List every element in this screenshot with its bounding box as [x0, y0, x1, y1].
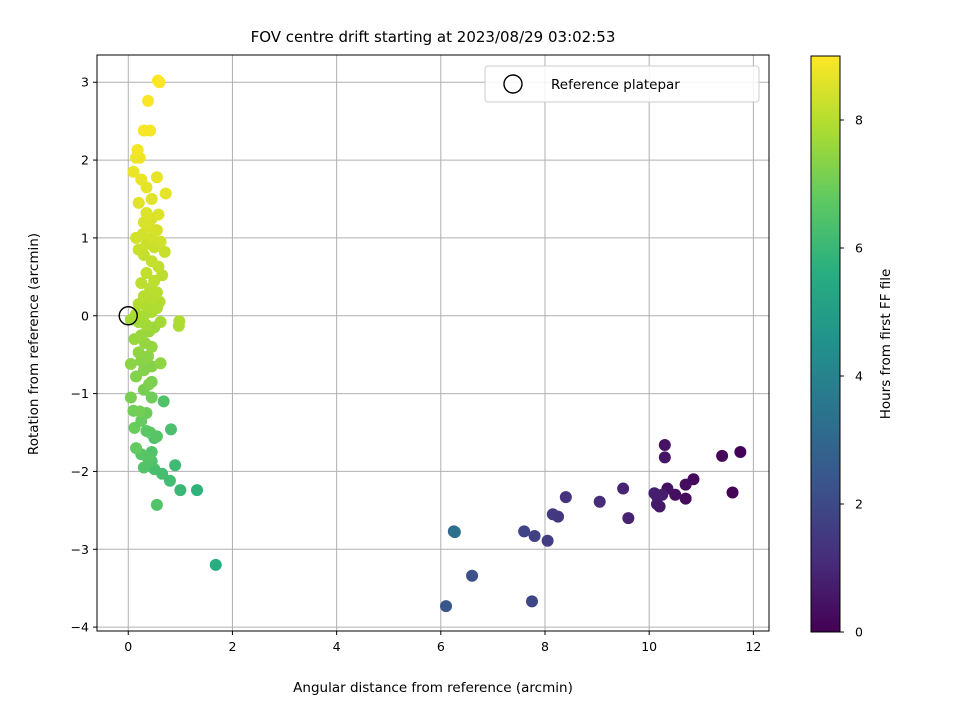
y-tick-label: 0: [81, 308, 89, 323]
data-point: [135, 277, 148, 290]
data-point: [124, 391, 137, 404]
data-point: [140, 207, 153, 220]
y-tick-label: 1: [81, 230, 89, 245]
data-point: [157, 395, 170, 408]
data-point: [150, 430, 163, 443]
data-point: [140, 266, 153, 279]
data-point: [137, 461, 150, 474]
y-tick-label: 2: [81, 153, 89, 168]
legend-marker: [503, 74, 523, 94]
data-point: [143, 378, 156, 391]
data-point: [150, 171, 163, 184]
legend: Reference platepar: [484, 65, 760, 103]
data-point: [132, 196, 145, 209]
data-point: [159, 187, 172, 200]
x-tick-label: 0: [124, 639, 132, 654]
y-tick-label: 3: [81, 75, 89, 90]
data-points: [118, 74, 747, 613]
data-point: [716, 449, 729, 462]
x-tick-label: 12: [745, 639, 761, 654]
data-point: [132, 346, 145, 359]
data-point: [209, 558, 222, 571]
data-point: [131, 143, 144, 156]
legend-box: [484, 65, 760, 103]
grid-lines: [97, 55, 769, 631]
data-point: [142, 350, 155, 363]
data-point: [152, 208, 165, 221]
colorbar-gradient: [810, 55, 841, 633]
plot-frame: [96, 54, 770, 632]
data-point: [448, 526, 461, 539]
colorbar-tick-label: 2: [855, 497, 863, 512]
x-axis-label: Angular distance from reference (arcmin): [293, 680, 573, 696]
data-point: [156, 467, 169, 480]
colorbar-label: Hours from first FF file: [878, 269, 894, 420]
data-point: [541, 534, 554, 547]
data-point: [172, 319, 185, 332]
data-point: [191, 484, 204, 497]
colorbar-tick-label: 6: [855, 241, 863, 256]
data-point: [154, 315, 167, 328]
data-point: [127, 165, 140, 178]
data-point: [648, 487, 661, 500]
data-point: [679, 478, 692, 491]
data-point: [142, 94, 155, 107]
data-point: [145, 193, 158, 205]
x-axis: 0 2 4 6 8 10 12: [124, 631, 761, 654]
data-point: [617, 482, 630, 495]
data-point: [518, 525, 531, 538]
data-point: [124, 358, 137, 371]
chart-title: FOV centre drift starting at 2023/08/29 …: [251, 28, 616, 46]
data-point: [466, 569, 479, 582]
data-point: [144, 124, 157, 137]
data-point: [658, 438, 671, 451]
data-point: [164, 423, 177, 436]
data-point: [622, 512, 635, 525]
data-point: [734, 445, 747, 458]
colorbar-ticks: 0 2 4 6 8: [840, 113, 863, 640]
data-point: [133, 405, 146, 418]
colorbar: 0 2 4 6 8 Hours from first FF file: [810, 55, 894, 640]
y-axis-label: Rotation from reference (arcmin): [26, 233, 42, 455]
y-tick-label: −4: [71, 620, 89, 635]
data-point: [145, 391, 158, 404]
x-tick-label: 4: [333, 639, 341, 654]
y-axis: −4 −3 −2 −1 0 1 2 3: [71, 75, 97, 635]
data-point: [169, 459, 182, 472]
x-tick-label: 10: [641, 639, 657, 654]
data-point: [153, 76, 166, 89]
data-point: [679, 492, 692, 505]
colorbar-tick-label: 4: [855, 369, 863, 384]
y-tick-label: −3: [71, 542, 89, 557]
x-tick-label: 6: [437, 639, 445, 654]
y-tick-label: −1: [71, 386, 89, 401]
data-point: [163, 474, 176, 487]
data-point: [528, 530, 541, 543]
data-point: [559, 491, 572, 504]
data-point: [135, 173, 148, 186]
colorbar-tick-label: 0: [855, 625, 863, 640]
legend-label: Reference platepar: [551, 77, 680, 93]
data-point: [726, 486, 739, 499]
data-point: [546, 508, 559, 521]
data-point: [130, 442, 143, 455]
reference-point-marker: [118, 306, 138, 326]
data-point: [150, 498, 163, 511]
data-point: [593, 495, 606, 508]
x-tick-label: 8: [541, 639, 549, 654]
x-tick-label: 2: [228, 639, 236, 654]
data-point: [130, 308, 143, 321]
y-tick-label: −2: [71, 464, 89, 479]
data-point: [440, 600, 453, 613]
colorbar-tick-label: 8: [855, 113, 863, 128]
data-point: [158, 245, 171, 258]
data-point: [154, 357, 167, 370]
data-point: [174, 484, 187, 497]
data-point: [525, 595, 538, 608]
data-point: [658, 451, 671, 464]
